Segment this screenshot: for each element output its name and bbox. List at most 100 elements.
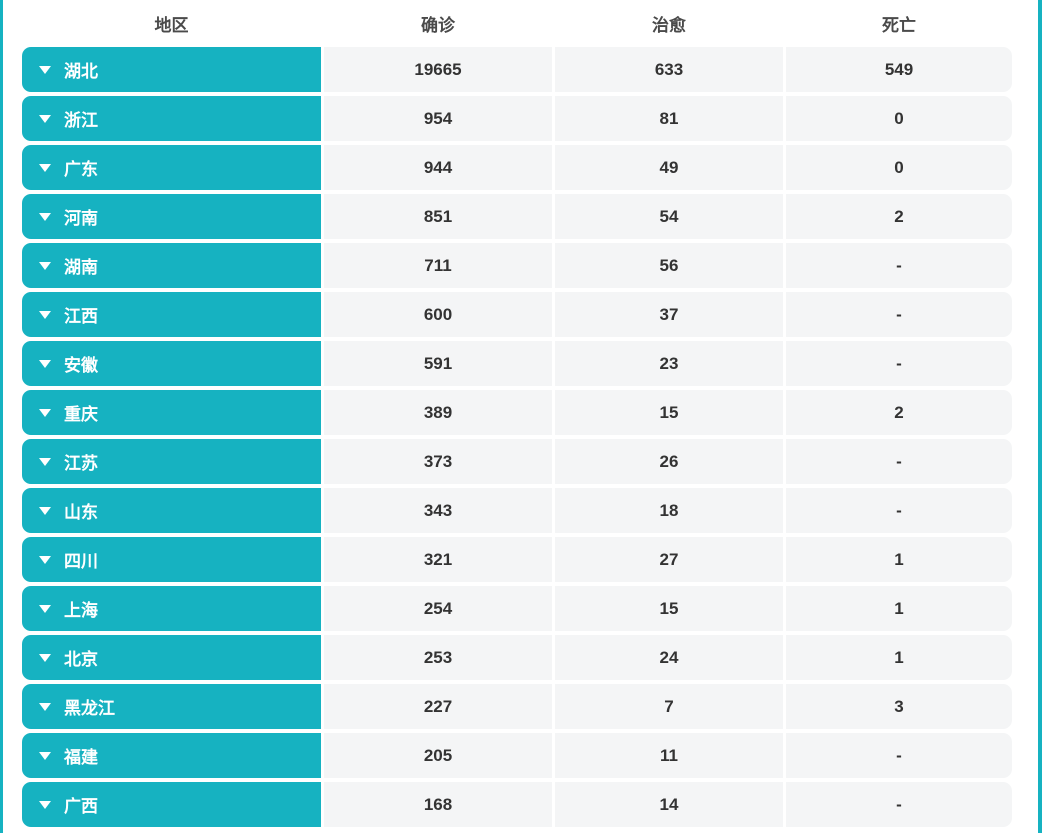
table-row: 江西 600 37 - [3, 292, 1038, 337]
confirmed-cell: 254 [324, 586, 552, 631]
region-label: 重庆 [64, 405, 98, 424]
deaths-cell: - [786, 782, 1012, 827]
deaths-cell: - [786, 341, 1012, 386]
deaths-cell: 0 [786, 145, 1012, 190]
caret-down-icon [39, 555, 51, 564]
table-row: 湖南 711 56 - [3, 243, 1038, 288]
region-button[interactable]: 山东 [22, 488, 321, 533]
region-button[interactable]: 北京 [22, 635, 321, 680]
table-row: 山东 343 18 - [3, 488, 1038, 533]
deaths-cell: 2 [786, 194, 1012, 239]
region-label: 黑龙江 [64, 699, 115, 718]
table-row: 四川 321 27 1 [3, 537, 1038, 582]
region-label: 上海 [64, 601, 98, 620]
region-button[interactable]: 广东 [22, 145, 321, 190]
caret-down-icon [39, 114, 51, 123]
region-button[interactable]: 重庆 [22, 390, 321, 435]
confirmed-cell: 19665 [324, 47, 552, 92]
region-label: 广西 [64, 797, 98, 816]
deaths-cell: - [786, 243, 1012, 288]
deaths-cell: 549 [786, 47, 1012, 92]
table-row: 广东 944 49 0 [3, 145, 1038, 190]
caret-down-icon [39, 359, 51, 368]
region-label: 河南 [64, 209, 98, 228]
confirmed-cell: 954 [324, 96, 552, 141]
region-button[interactable]: 湖南 [22, 243, 321, 288]
caret-down-icon [39, 65, 51, 74]
cured-cell: 49 [555, 145, 783, 190]
deaths-cell: 1 [786, 586, 1012, 631]
caret-down-icon [39, 261, 51, 270]
confirmed-cell: 373 [324, 439, 552, 484]
region-label: 湖北 [64, 62, 98, 81]
region-button[interactable]: 安徽 [22, 341, 321, 386]
cured-cell: 26 [555, 439, 783, 484]
confirmed-cell: 851 [324, 194, 552, 239]
caret-down-icon [39, 800, 51, 809]
deaths-cell: 1 [786, 635, 1012, 680]
caret-down-icon [39, 506, 51, 515]
column-header-region: 地区 [154, 16, 189, 35]
region-label: 北京 [64, 650, 98, 669]
region-label: 湖南 [64, 258, 98, 277]
region-button[interactable]: 黑龙江 [22, 684, 321, 729]
cured-cell: 24 [555, 635, 783, 680]
region-button[interactable]: 江苏 [22, 439, 321, 484]
region-label: 江苏 [64, 454, 98, 473]
cured-cell: 14 [555, 782, 783, 827]
confirmed-cell: 389 [324, 390, 552, 435]
cured-cell: 37 [555, 292, 783, 337]
cured-cell: 27 [555, 537, 783, 582]
column-header-deaths: 死亡 [882, 16, 916, 35]
deaths-cell: 2 [786, 390, 1012, 435]
confirmed-cell: 168 [324, 782, 552, 827]
region-button[interactable]: 江西 [22, 292, 321, 337]
table-row: 河南 851 54 2 [3, 194, 1038, 239]
cured-cell: 15 [555, 390, 783, 435]
region-label: 四川 [64, 552, 98, 571]
confirmed-cell: 591 [324, 341, 552, 386]
region-button[interactable]: 广西 [22, 782, 321, 827]
confirmed-cell: 711 [324, 243, 552, 288]
region-button[interactable]: 四川 [22, 537, 321, 582]
deaths-cell: - [786, 439, 1012, 484]
column-header-cured: 治愈 [652, 16, 686, 35]
cured-cell: 81 [555, 96, 783, 141]
region-button[interactable]: 上海 [22, 586, 321, 631]
region-button[interactable]: 浙江 [22, 96, 321, 141]
caret-down-icon [39, 408, 51, 417]
column-header-confirmed: 确诊 [421, 16, 455, 35]
cured-cell: 15 [555, 586, 783, 631]
region-label: 安徽 [64, 356, 98, 375]
region-label: 广东 [64, 160, 98, 179]
cured-cell: 18 [555, 488, 783, 533]
region-label: 浙江 [64, 111, 98, 130]
deaths-cell: 3 [786, 684, 1012, 729]
caret-down-icon [39, 653, 51, 662]
table-row: 湖北 19665 633 549 [3, 47, 1038, 92]
caret-down-icon [39, 212, 51, 221]
region-button[interactable]: 福建 [22, 733, 321, 778]
region-button[interactable]: 河南 [22, 194, 321, 239]
caret-down-icon [39, 751, 51, 760]
region-label: 江西 [64, 307, 98, 326]
region-label: 山东 [64, 503, 98, 522]
confirmed-cell: 600 [324, 292, 552, 337]
caret-down-icon [39, 457, 51, 466]
cured-cell: 54 [555, 194, 783, 239]
deaths-cell: 0 [786, 96, 1012, 141]
cured-cell: 11 [555, 733, 783, 778]
confirmed-cell: 321 [324, 537, 552, 582]
deaths-cell: 1 [786, 537, 1012, 582]
table-body: 湖北 19665 633 549 浙江 954 81 0 广东 944 49 0… [3, 47, 1038, 827]
confirmed-cell: 227 [324, 684, 552, 729]
region-button[interactable]: 湖北 [22, 47, 321, 92]
confirmed-cell: 343 [324, 488, 552, 533]
caret-down-icon [39, 163, 51, 172]
table-row: 江苏 373 26 - [3, 439, 1038, 484]
cured-cell: 633 [555, 47, 783, 92]
table-row: 浙江 954 81 0 [3, 96, 1038, 141]
table-row: 上海 254 15 1 [3, 586, 1038, 631]
table-header: 地区 确诊 治愈 死亡 [3, 0, 1038, 47]
deaths-cell: - [786, 733, 1012, 778]
